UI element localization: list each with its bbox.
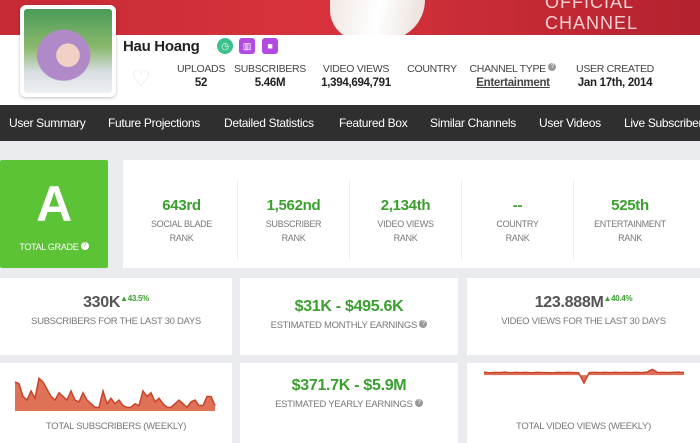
subscribers-sparkline [14,376,216,411]
channel-name: Hau Hoang [123,38,200,55]
help-icon[interactable]: ? [548,63,557,71]
rank-video-views: 2,134th VIDEO VIEWS RANK [350,180,462,260]
sparkline-line [483,368,685,385]
stat-user-created: USER CREATED Jan 17th, 2014 [576,63,654,89]
tab-user-videos[interactable]: User Videos [539,116,601,130]
rank-entertainment: 525th ENTERTAINMENT RANK [594,197,666,243]
help-icon[interactable]: ? [414,399,423,407]
tab-user-summary[interactable]: User Summary [9,116,86,130]
avatar [20,5,116,97]
stat-subscribers: SUBSCRIBERS 5.46M [234,63,306,89]
monthly-earnings-card: $31K - $495.6K ESTIMATED MONTHLY EARNINGS… [240,278,458,355]
sparkline-area [15,378,215,411]
clock-icon[interactable]: ◷ [217,38,233,54]
bar-chart-icon[interactable]: ▥ [239,38,255,54]
subs-weekly-card: TOTAL SUBSCRIBERS (WEEKLY) [0,363,232,443]
sparkline-line [14,376,216,409]
channel-banner: OFFICIAL CHANNEL [0,0,700,35]
video-camera-icon[interactable]: ■ [262,38,278,54]
ranks-card: 643rd SOCIAL BLADE RANK 1,562nd SUBSCRIBER R… [123,160,700,268]
rank-social-blade: 643rd SOCIAL BLADE RANK [126,180,238,260]
rank-country: -- COUNTRY RANK [462,180,574,260]
favorite-heart-icon[interactable]: ♡ [131,66,151,91]
views-weekly-card: TOTAL VIDEO VIEWS (WEEKLY) [467,363,700,443]
subs-30-days-card: 330K▲43.5% SUBSCRIBERS FOR THE LAST 30 DA… [0,278,232,355]
help-icon[interactable]: ? [80,242,89,250]
stat-channel-type: CHANNEL TYPE ? Entertainment [468,63,558,89]
help-icon[interactable]: ? [419,320,428,328]
yearly-earnings-card: $371.7K - $5.9M ESTIMATED YEARLY EARNINGS… [240,363,458,443]
nav-bar: User Summary Future Projections Detailed… [0,105,700,141]
tab-detailed-statistics[interactable]: Detailed Statistics [224,116,314,130]
stat-country: COUNTRY [407,63,457,75]
views-30-days-card: 123.888M▲40.4% VIDEO VIEWS FOR THE LAST 3… [467,278,700,355]
tab-featured-box[interactable]: Featured Box [339,116,408,130]
stat-uploads: UPLOADS 52 [176,63,226,89]
rank-subscriber: 1,562nd SUBSCRIBER RANK [238,180,350,260]
tab-similar-channels[interactable]: Similar Channels [430,116,516,130]
channel-type-link[interactable]: Entertainment [476,77,550,89]
total-grade-card: A TOTAL GRADE ? [0,160,108,268]
tab-live-subscriber-count[interactable]: Live Subscriber Count [624,116,700,130]
sparkline-area [484,369,684,383]
stat-video-views: VIDEO VIEWS 1,394,694,791 [321,63,391,89]
channel-header [0,35,700,105]
tab-future-projections[interactable]: Future Projections [108,116,200,130]
views-sparkline [483,368,685,385]
